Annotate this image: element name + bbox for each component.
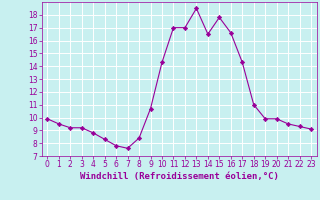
X-axis label: Windchill (Refroidissement éolien,°C): Windchill (Refroidissement éolien,°C): [80, 172, 279, 181]
